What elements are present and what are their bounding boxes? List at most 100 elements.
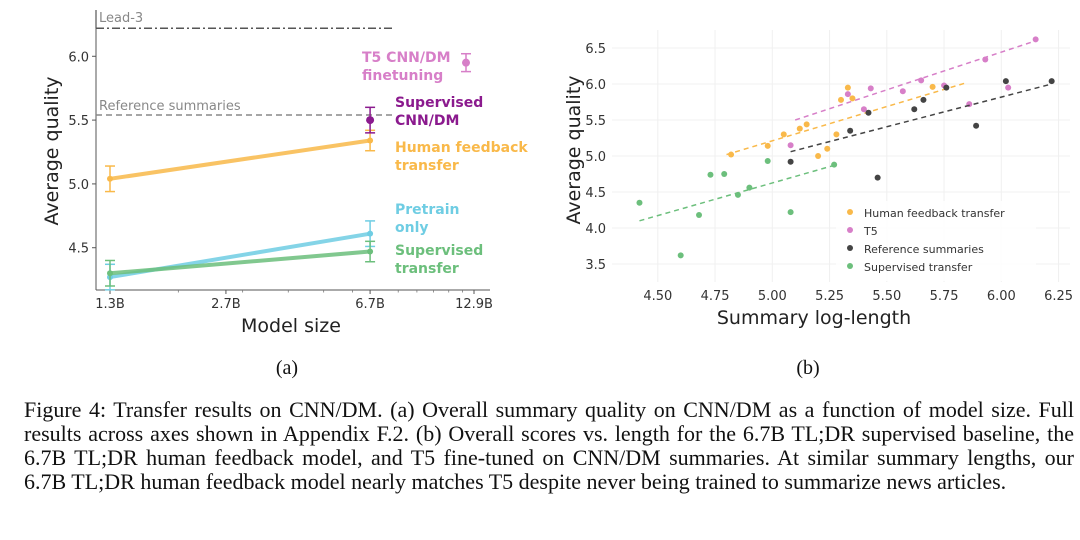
data-point (899, 88, 906, 95)
data-point (867, 85, 874, 92)
panel-label: (a) (276, 357, 298, 379)
data-point (734, 191, 741, 198)
x-tick-label: 4.50 (643, 289, 672, 304)
y-tick-label: 6.0 (585, 78, 606, 93)
x-axis-label: Summary log-length (717, 307, 911, 329)
x-tick-label: 6.7B (355, 297, 385, 312)
data-point (847, 127, 854, 134)
data-point (787, 158, 794, 165)
data-point (833, 131, 840, 138)
y-tick-label: 6.0 (68, 50, 89, 65)
series-label: only (395, 220, 429, 236)
data-point (860, 106, 867, 113)
data-point (1002, 78, 1009, 85)
legend-box (836, 201, 1036, 281)
data-point (1032, 36, 1039, 43)
baseline-label: Reference summaries (99, 99, 241, 114)
data-point (696, 212, 703, 219)
data-point (865, 109, 872, 116)
data-point (874, 174, 881, 181)
x-tick-label: 5.50 (872, 289, 901, 304)
y-tick-label: 6.5 (585, 42, 606, 57)
legend-marker (847, 209, 853, 215)
data-point (920, 96, 927, 103)
x-tick-label: 4.75 (701, 289, 730, 304)
figure-caption: Figure 4: Transfer results on CNN/DM. (a… (24, 397, 1074, 494)
data-point (803, 121, 810, 128)
x-tick-label: 12.9B (455, 297, 493, 312)
y-tick-label: 3.5 (585, 258, 606, 273)
x-axis-label: Model size (241, 315, 341, 337)
data-point (815, 153, 822, 159)
data-point (107, 270, 113, 277)
trend-line (794, 40, 1036, 121)
data-point (367, 230, 374, 237)
data-point (796, 125, 803, 132)
data-point (831, 161, 838, 168)
data-point (918, 77, 925, 84)
data-point (728, 151, 735, 158)
data-point (367, 137, 374, 144)
data-point (943, 84, 950, 91)
x-tick-label: 2.7B (211, 297, 241, 312)
data-point (982, 56, 989, 63)
y-axis-label: Average quality (41, 76, 63, 225)
legend-marker (847, 245, 853, 251)
data-point (764, 158, 771, 165)
legend-marker (847, 227, 853, 233)
data-point (366, 116, 375, 125)
data-point (1005, 84, 1012, 91)
y-axis-label: Average quality (563, 75, 585, 224)
data-point (929, 83, 936, 90)
panel-label: (b) (796, 357, 819, 379)
data-point (849, 95, 856, 102)
data-point (824, 145, 831, 152)
legend-label: Reference summaries (864, 243, 984, 256)
point-label: T5 CNN/DM (362, 50, 451, 66)
data-point (721, 171, 728, 177)
x-tick-label: 5.75 (930, 289, 959, 304)
trend-line (726, 81, 968, 156)
x-tick-label: 6.25 (1044, 289, 1073, 304)
data-point (973, 122, 980, 129)
data-point (844, 91, 851, 98)
point-label: CNN/DM (395, 113, 459, 129)
point-label: Supervised (395, 95, 483, 111)
data-point (764, 142, 771, 149)
series-label: transfer (395, 158, 459, 174)
y-tick-label: 5.5 (68, 114, 89, 129)
y-tick-label: 5.0 (68, 178, 89, 193)
y-tick-label: 4.5 (68, 242, 89, 257)
data-point (844, 84, 851, 91)
legend-label: T5 (863, 225, 878, 238)
series-line (108, 138, 373, 181)
data-point (911, 106, 918, 113)
point-label: finetuning (362, 68, 443, 84)
series-label: Human feedback (395, 140, 528, 156)
data-point (746, 184, 753, 191)
data-point (787, 142, 794, 149)
data-point (1048, 78, 1055, 85)
series-label: Supervised (395, 243, 483, 259)
y-tick-label: 5.0 (585, 150, 606, 165)
baseline-label: Lead-3 (99, 11, 143, 26)
data-point (838, 96, 844, 103)
x-tick-label: 5.00 (758, 289, 787, 304)
y-tick-label: 5.5 (585, 114, 606, 129)
legend-label: Human feedback transfer (864, 207, 1005, 220)
x-tick-label: 5.25 (815, 289, 844, 304)
x-tick-label: 1.3B (95, 297, 125, 312)
chart-a: 4.5 5.0 5.5 6.0 1.3B 2.7B 6.7B 12.9B Model size A… (41, 10, 528, 379)
series-line (108, 249, 373, 276)
data-point (780, 131, 787, 138)
data-point (787, 209, 794, 216)
x-tick-label: 6.00 (987, 289, 1016, 304)
series-label: Pretrain (395, 202, 459, 218)
legend-marker (847, 263, 853, 269)
data-point (107, 175, 113, 182)
series-label: transfer (395, 261, 459, 277)
y-tick-label: 4.0 (585, 222, 606, 237)
data-point (707, 171, 714, 178)
data-point (462, 58, 470, 67)
